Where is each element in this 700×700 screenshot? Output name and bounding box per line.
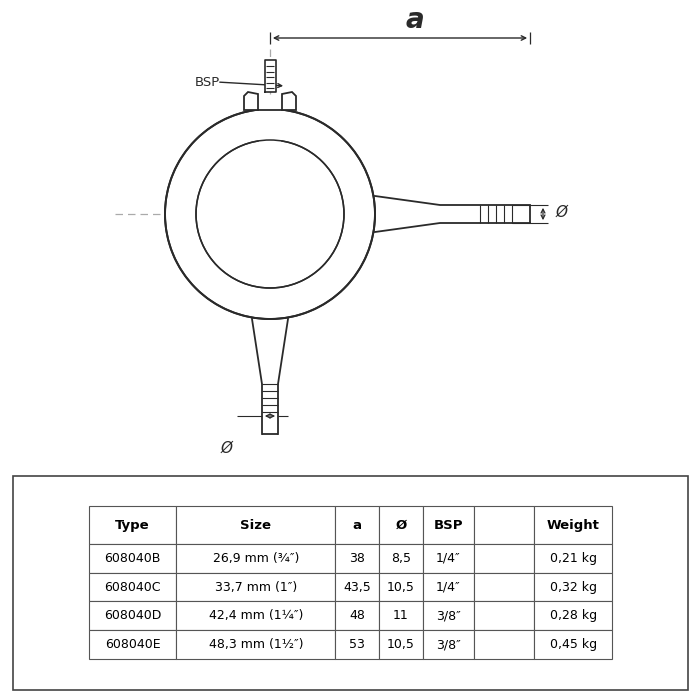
Text: BSP: BSP [195,76,220,88]
Polygon shape [265,60,276,92]
Polygon shape [244,92,258,110]
Text: Ø: Ø [221,440,233,456]
Circle shape [165,109,375,319]
Text: Ø: Ø [556,204,568,220]
Bar [258,99,282,114]
Text: a: a [405,6,424,34]
Polygon shape [375,196,530,232]
Circle shape [196,140,344,288]
Polygon shape [252,319,288,434]
Polygon shape [282,92,296,110]
